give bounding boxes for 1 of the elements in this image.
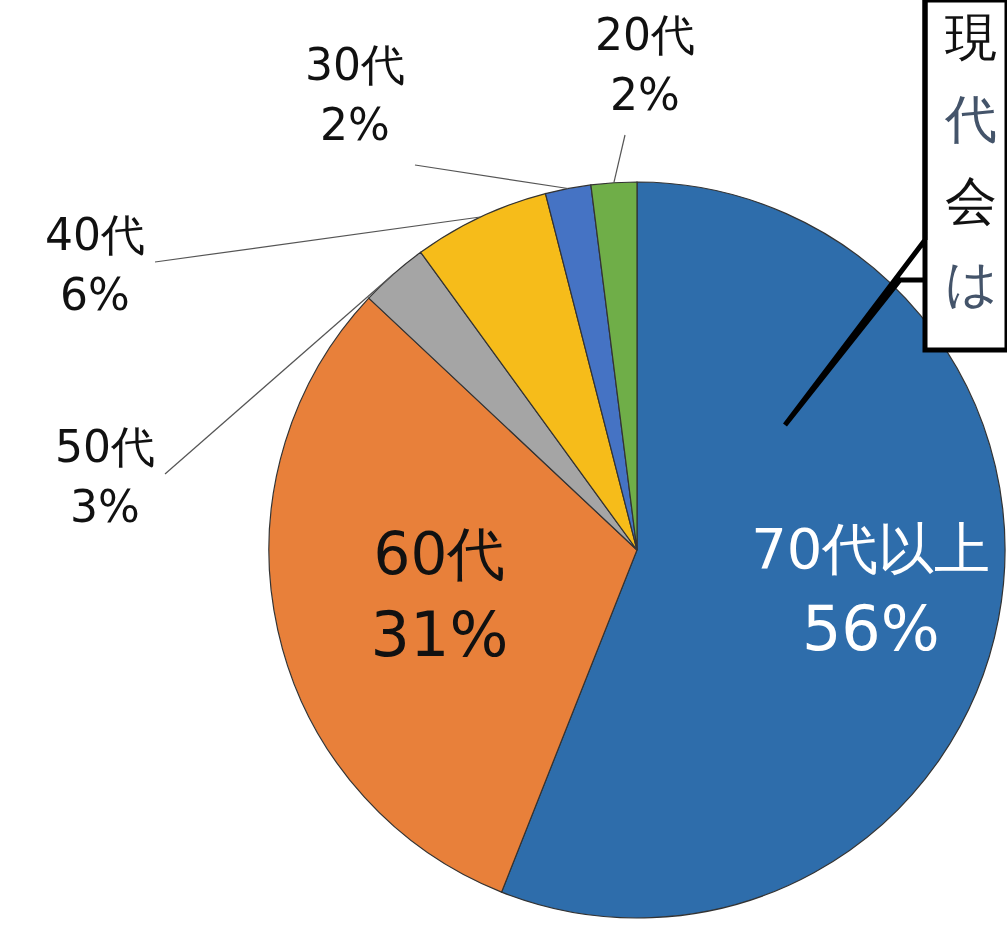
callout: 現 代 会 は bbox=[782, 0, 1007, 428]
